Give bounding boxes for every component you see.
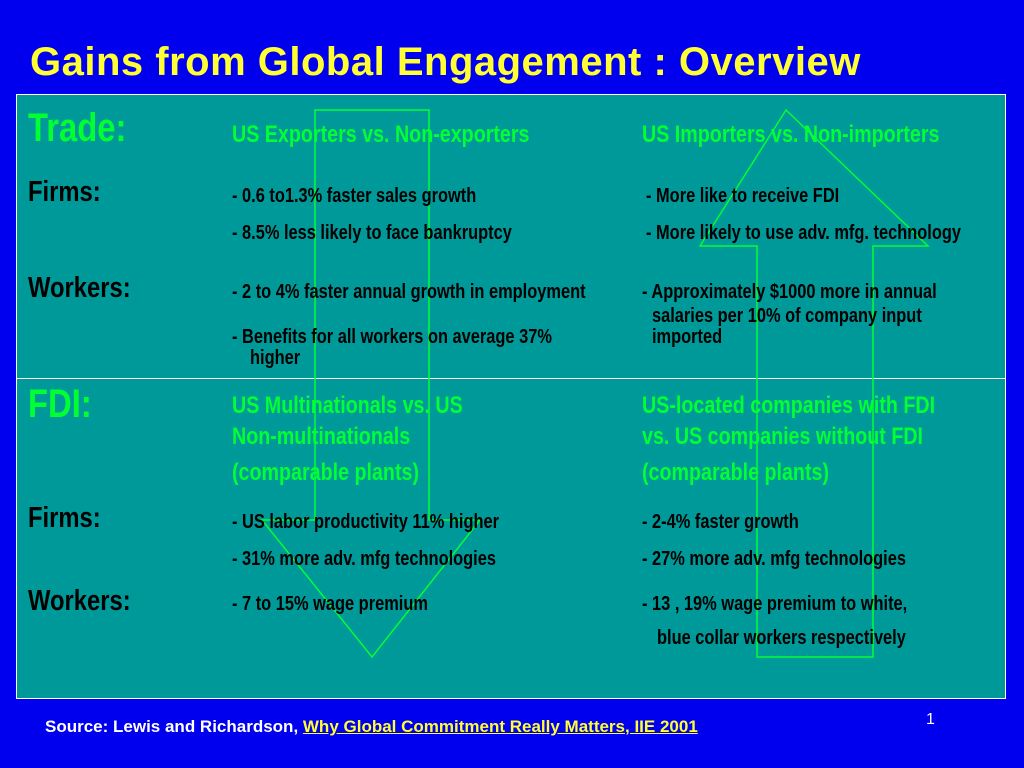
fdi-firms-col1-item: - US labor productivity 11% higher — [232, 511, 500, 533]
source-note: Source: Lewis and Richardson, Why Global… — [45, 717, 698, 737]
trade-workers-col2-item: salaries per 10% of company input — [652, 305, 922, 327]
fdi-col2-header: vs. US companies without FDI — [642, 423, 924, 450]
section-divider — [16, 378, 1006, 379]
source-citation-link[interactable]: Why Global Commitment Really Matters, II… — [302, 717, 698, 736]
page-number: 1 — [926, 711, 935, 728]
fdi-workers-col1-item: - 7 to 15% wage premium — [232, 593, 428, 615]
fdi-firms-col1-item: - 31% more adv. mfg technologies — [232, 548, 496, 570]
fdi-col2-header: US-located companies with FDI — [642, 392, 936, 419]
fdi-section-label: FDI: — [28, 382, 92, 426]
fdi-workers-label: Workers: — [28, 585, 131, 617]
trade-firms-label: Firms: — [28, 176, 101, 208]
trade-col1-header: US Exporters vs. Non-exporters — [232, 121, 530, 148]
slide-title: Gains from Global Engagement : Overview — [30, 40, 861, 84]
trade-workers-col1-item: higher — [250, 347, 301, 369]
trade-section-label: Trade: — [28, 106, 127, 150]
fdi-workers-col2-item: - 13 , 19% wage premium to white, — [642, 593, 908, 615]
source-prefix: Source: Lewis and Richardson, — [45, 717, 303, 736]
fdi-col2-header: (comparable plants) — [642, 459, 829, 486]
trade-col2-header: US Importers vs. Non-importers — [642, 121, 940, 148]
fdi-firms-col2-item: - 2-4% faster growth — [642, 511, 799, 533]
trade-firms-col1-item: - 0.6 to1.3% faster sales growth — [232, 185, 477, 207]
trade-firms-col1-item: - 8.5% less likely to face bankruptcy — [232, 222, 512, 244]
trade-workers-label: Workers: — [28, 272, 131, 304]
fdi-col1-header: Non-multinationals — [232, 423, 411, 450]
trade-workers-col1-item: - Benefits for all workers on average 37… — [232, 326, 552, 348]
trade-workers-col1-item: - 2 to 4% faster annual growth in employ… — [232, 281, 586, 303]
fdi-col1-header: US Multinationals vs. US — [232, 392, 463, 419]
fdi-firms-col2-item: - 27% more adv. mfg technologies — [642, 548, 906, 570]
trade-workers-col2-item: - Approximately $1000 more in annual — [642, 281, 937, 303]
trade-firms-col2-item: - More like to receive FDI — [646, 185, 840, 207]
trade-workers-col2-item: imported — [652, 326, 723, 348]
fdi-workers-col2-item: blue collar workers respectively — [657, 627, 906, 649]
fdi-col1-header: (comparable plants) — [232, 459, 419, 486]
fdi-firms-label: Firms: — [28, 502, 101, 534]
trade-firms-col2-item: - More likely to use adv. mfg. technolog… — [646, 222, 961, 244]
